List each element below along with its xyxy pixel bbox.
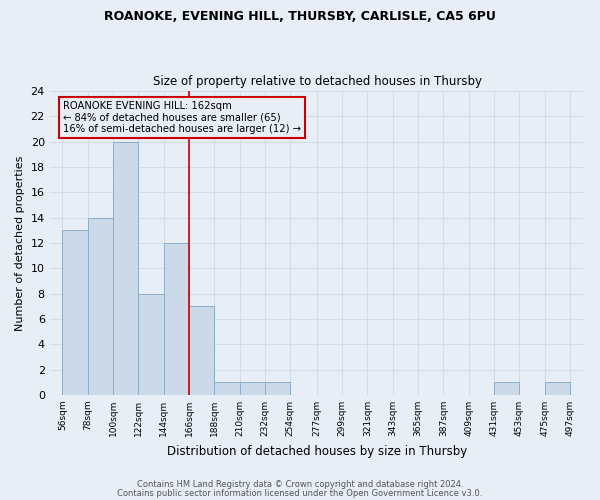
Bar (62, 230, 88, 395)
Y-axis label: Number of detached properties: Number of detached properties (15, 156, 25, 330)
Bar (239, 382, 265, 395)
Text: ROANOKE EVENING HILL: 162sqm
← 84% of detached houses are smaller (65)
16% of se: ROANOKE EVENING HILL: 162sqm ← 84% of de… (64, 101, 301, 134)
Bar (265, 382, 290, 395)
Bar (113, 142, 139, 395)
Bar (494, 382, 520, 395)
Bar (214, 382, 239, 395)
Text: Contains HM Land Registry data © Crown copyright and database right 2024.: Contains HM Land Registry data © Crown c… (137, 480, 463, 489)
Bar (139, 294, 164, 395)
Bar (545, 382, 570, 395)
Text: Contains public sector information licensed under the Open Government Licence v3: Contains public sector information licen… (118, 490, 482, 498)
Text: ROANOKE, EVENING HILL, THURSBY, CARLISLE, CA5 6PU: ROANOKE, EVENING HILL, THURSBY, CARLISLE… (104, 10, 496, 23)
Bar (189, 306, 214, 395)
Bar (88, 218, 113, 395)
X-axis label: Distribution of detached houses by size in Thursby: Distribution of detached houses by size … (167, 444, 467, 458)
Bar (164, 243, 189, 395)
Title: Size of property relative to detached houses in Thursby: Size of property relative to detached ho… (153, 76, 482, 88)
